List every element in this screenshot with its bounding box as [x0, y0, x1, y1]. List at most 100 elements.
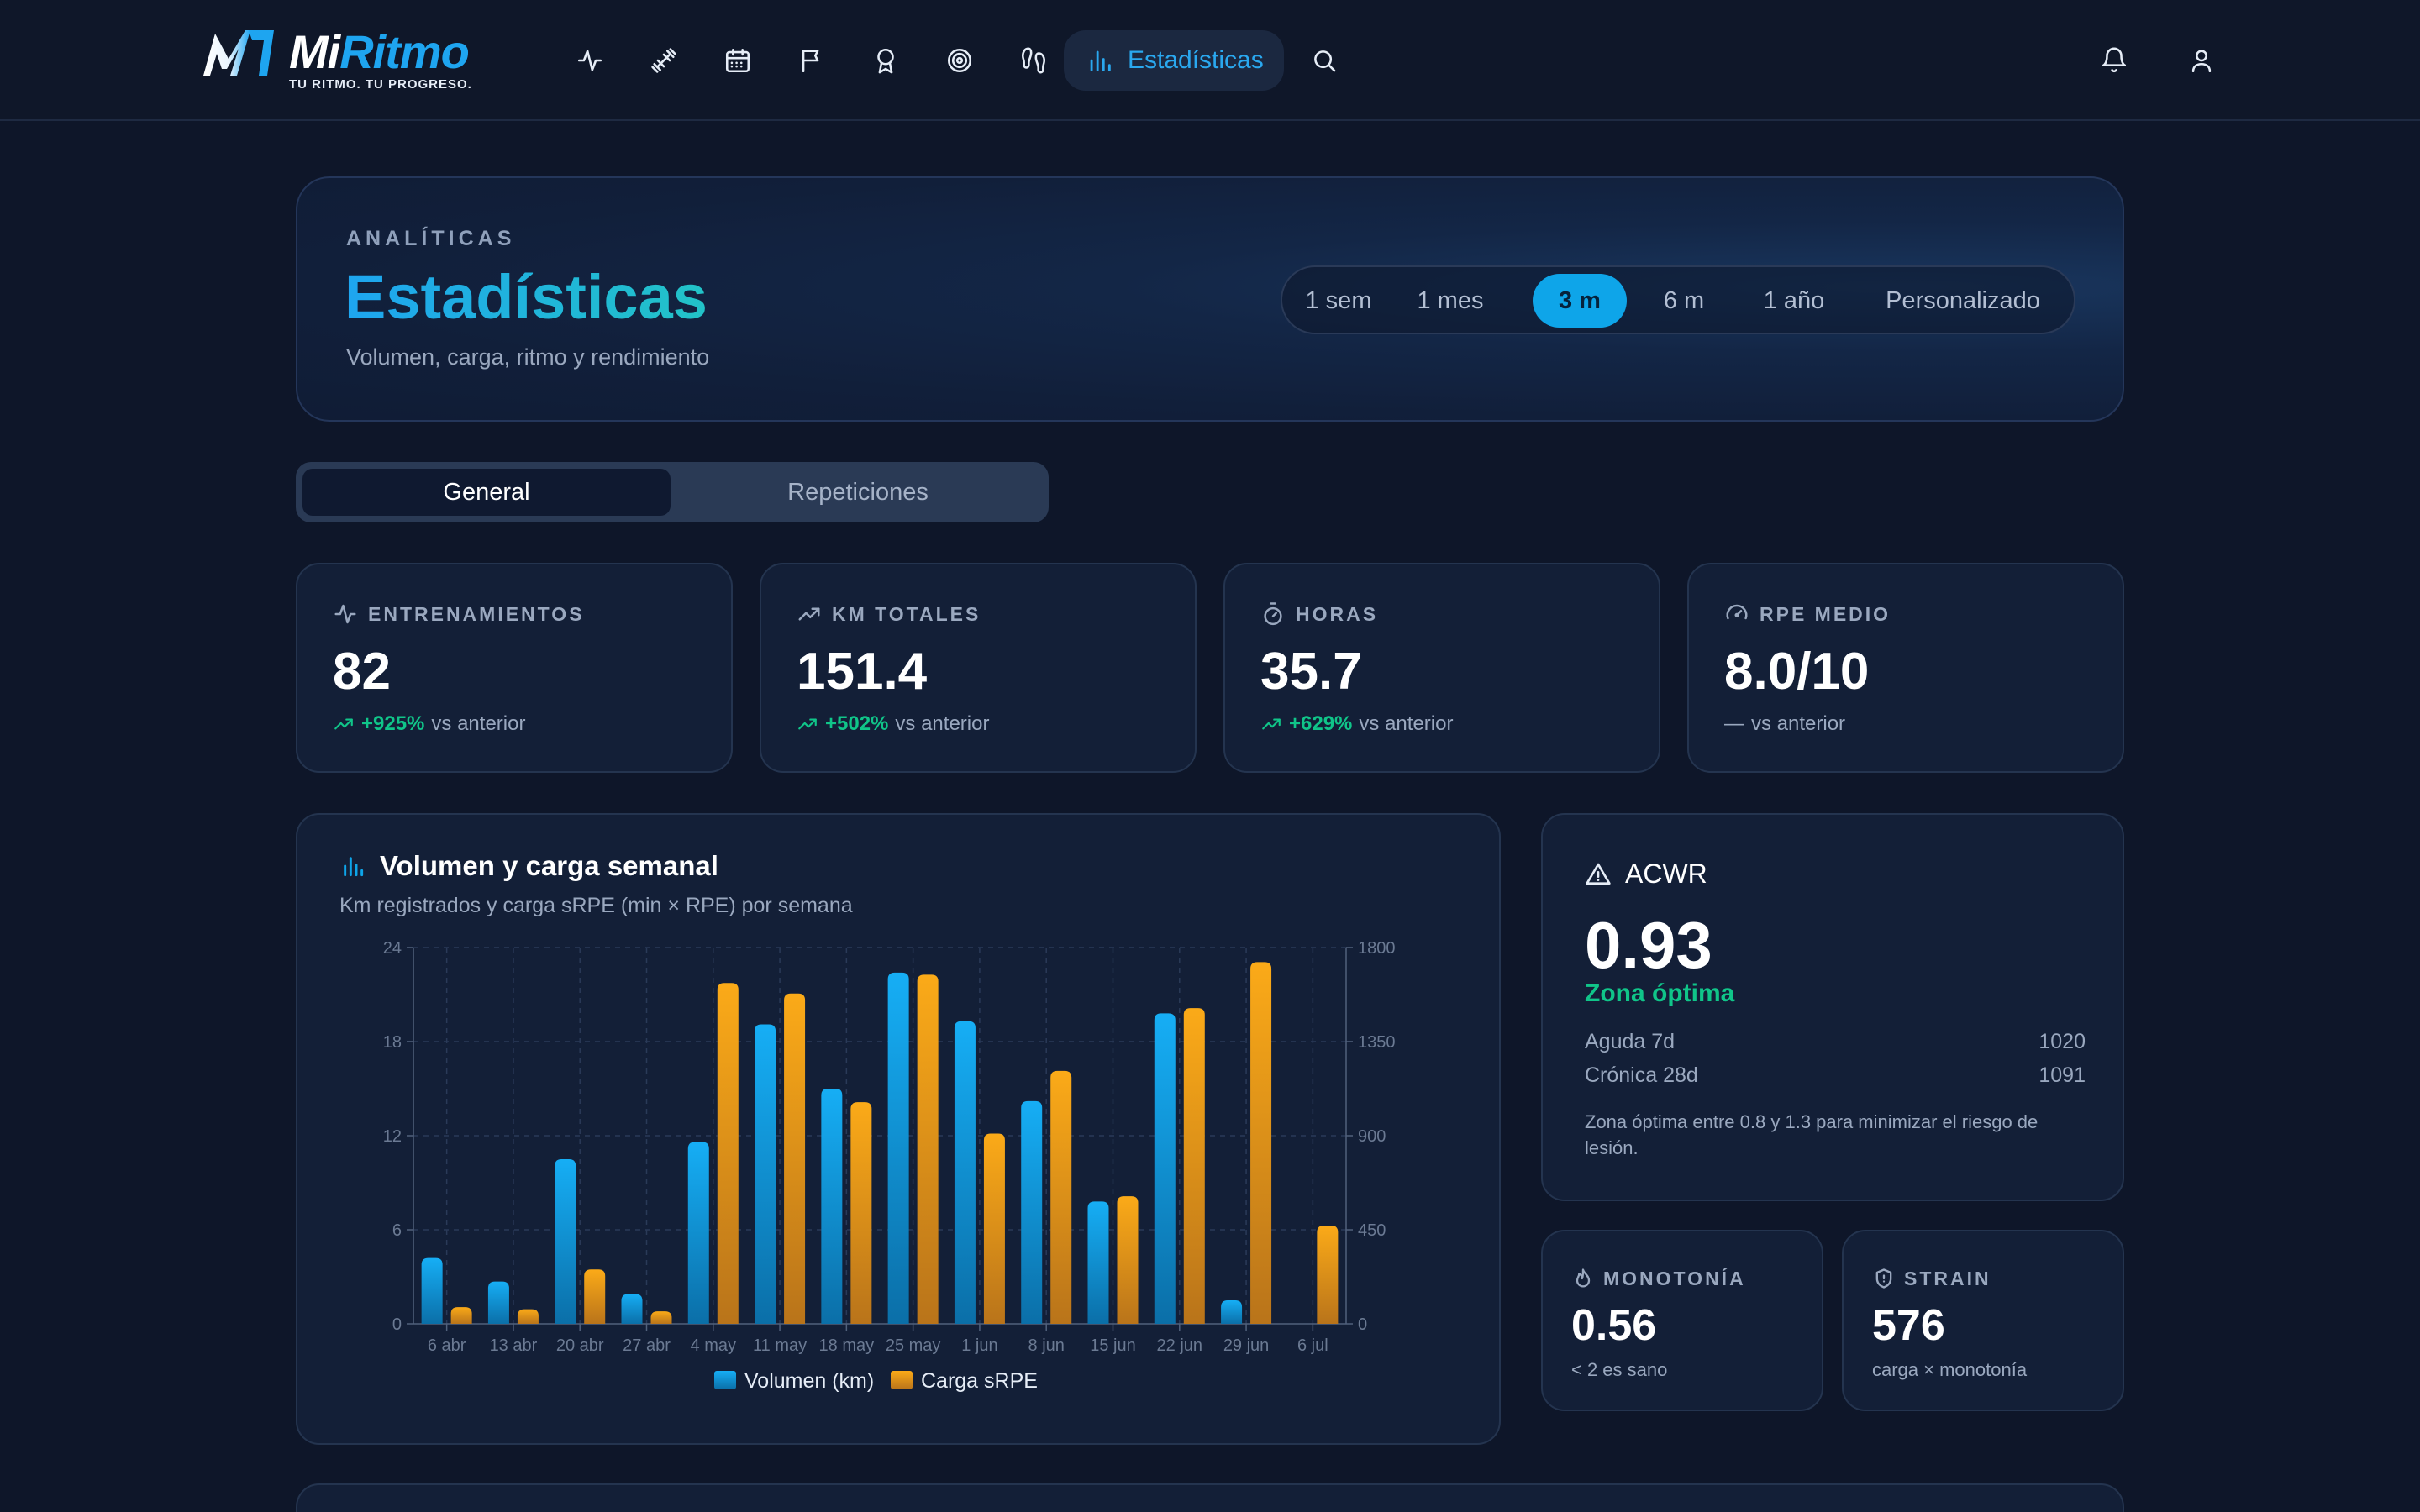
- page-eyebrow: ANALÍTICAS: [346, 227, 516, 250]
- weekly-volume-chart-card: Volumen y carga semanal Km registrados y…: [296, 813, 1501, 1445]
- acwr-zone: Zona óptima: [1585, 979, 1735, 1007]
- x-tick-label: 1 jun: [961, 1336, 997, 1355]
- y-left-tick-label: 6: [392, 1221, 402, 1240]
- bar-volumen: [1087, 1201, 1109, 1324]
- nav-calendar-button[interactable]: [706, 29, 770, 92]
- y-right-tick-label: 1800: [1358, 939, 1396, 958]
- bar-volumen: [821, 1089, 843, 1324]
- profile-button[interactable]: [2170, 29, 2233, 92]
- bar-volumen: [954, 1021, 976, 1324]
- stat-label: RPE MEDIO: [1760, 602, 1891, 625]
- range-1-year-button[interactable]: 1 año: [1763, 286, 1825, 314]
- y-right-tick-label: 0: [1358, 1315, 1367, 1334]
- strain-card: STRAIN 576 carga × monotonía: [1842, 1230, 2124, 1411]
- nav-goals-button[interactable]: [780, 29, 844, 92]
- nav-activity-button[interactable]: [558, 29, 622, 92]
- notifications-button[interactable]: [2082, 29, 2146, 92]
- brand-logo[interactable]: MiRitmo TU RITMO. TU PROGRESO.: [200, 24, 502, 94]
- bar-carga: [850, 1102, 872, 1324]
- nav-workouts-button[interactable]: [632, 29, 696, 92]
- bell-icon: [2102, 47, 2127, 73]
- legend-label-carga: Carga sRPE: [921, 1369, 1038, 1393]
- monotony-value: 0.56: [1571, 1301, 1657, 1350]
- user-icon: [2191, 50, 2212, 73]
- page-header-card: ANALÍTICAS Estadísticas Volumen, carga, …: [296, 176, 2124, 422]
- x-tick-label: 13 abr: [490, 1336, 538, 1355]
- stat-delta: +629% vs anterior: [1260, 712, 1453, 736]
- y-right-tick-label: 900: [1358, 1127, 1386, 1146]
- monotony-label: MONOTONÍA: [1603, 1267, 1746, 1289]
- stat-card-workouts: ENTRENAMIENTOS 82 +925% vs anterior: [296, 563, 733, 773]
- x-tick-label: 11 may: [753, 1336, 807, 1355]
- bar-volumen: [621, 1294, 643, 1324]
- stat-value: 82: [333, 643, 391, 701]
- stat-label: ENTRENAMIENTOS: [368, 602, 585, 625]
- acwr-card: ACWR 0.93 Zona óptima Aguda 7d 1020 Crón…: [1541, 813, 2124, 1201]
- range-3-months-button[interactable]: 3 m: [1533, 274, 1627, 328]
- y-left-tick-label: 18: [383, 1033, 402, 1052]
- stat-value: 35.7: [1260, 643, 1362, 701]
- x-tick-label: 27 abr: [623, 1336, 671, 1355]
- footprints-icon: [1021, 47, 1046, 74]
- x-tick-label: 4 may: [691, 1336, 736, 1355]
- stat-card-km: KM TOTALES 151.4 +502% vs anterior: [760, 563, 1197, 773]
- bar-volumen: [1021, 1100, 1043, 1324]
- bar-carga: [784, 993, 806, 1324]
- bar-carga: [1050, 1070, 1072, 1324]
- strain-hint: carga × monotonía: [1872, 1359, 2028, 1380]
- bar-carga: [1317, 1226, 1339, 1324]
- stat-label: KM TOTALES: [832, 602, 981, 625]
- x-tick-label: 29 jun: [1223, 1336, 1270, 1355]
- nav-search-button[interactable]: [1292, 29, 1356, 92]
- logo-mark-icon: [203, 30, 274, 76]
- tab-repeticiones[interactable]: Repeticiones: [787, 478, 929, 506]
- trending-up-icon: [798, 607, 820, 621]
- legend-swatch-volumen: [714, 1371, 736, 1389]
- stat-label: HORAS: [1296, 602, 1379, 625]
- range-6-months-button[interactable]: 6 m: [1663, 286, 1705, 314]
- strain-value: 576: [1872, 1301, 1945, 1350]
- bar-volumen: [421, 1257, 443, 1324]
- bar-carga: [917, 974, 939, 1324]
- page-subtitle: Volumen, carga, ritmo y rendimiento: [346, 344, 710, 370]
- range-1-week-button[interactable]: 1 sem: [1305, 286, 1372, 314]
- y-right-tick-label: 1350: [1358, 1033, 1396, 1052]
- bar-carga: [1250, 962, 1272, 1324]
- bar-volumen: [555, 1159, 576, 1324]
- monotony-hint: < 2 es sano: [1571, 1359, 1668, 1380]
- stat-value: 151.4: [797, 643, 928, 701]
- x-tick-label: 18 may: [819, 1336, 875, 1355]
- nav-statistics-button[interactable]: Estadísticas: [1064, 30, 1284, 91]
- x-tick-label: 22 jun: [1157, 1336, 1203, 1355]
- range-1-month-button[interactable]: 1 mes: [1417, 286, 1484, 314]
- bar-carga: [584, 1269, 606, 1324]
- timer-icon: [1264, 602, 1282, 626]
- monotony-card: MONOTONÍA 0.56 < 2 es sano: [1541, 1230, 1823, 1411]
- calendar-icon: [725, 48, 750, 73]
- nav-targets-button[interactable]: [928, 29, 992, 92]
- acwr-value: 0.93: [1585, 908, 1712, 982]
- target-icon: [947, 48, 972, 73]
- legend-swatch-carga: [891, 1371, 913, 1389]
- bar-carga: [717, 983, 739, 1324]
- x-tick-label: 15 jun: [1090, 1336, 1136, 1355]
- next-section-card: [296, 1483, 2124, 1512]
- bar-carga: [1183, 1008, 1205, 1324]
- stat-delta: +502% vs anterior: [797, 712, 989, 736]
- bar-chart-icon: [344, 857, 364, 877]
- bar-carga: [517, 1309, 539, 1324]
- tab-general[interactable]: General: [302, 469, 671, 516]
- y-right-tick-label: 450: [1358, 1221, 1386, 1240]
- bar-volumen: [755, 1024, 776, 1324]
- range-custom-button[interactable]: Personalizado: [1886, 286, 2040, 314]
- chart-title: Volumen y carga semanal: [380, 850, 718, 881]
- bar-carga: [450, 1307, 472, 1324]
- nav-runs-button[interactable]: [1002, 29, 1065, 92]
- top-navigation: MiRitmo TU RITMO. TU PROGRESO. Estadísti…: [0, 0, 2420, 121]
- award-icon: [877, 48, 894, 74]
- nav-achievements-button[interactable]: [854, 29, 918, 92]
- trending-up-icon: [798, 718, 817, 730]
- stat-card-rpe: RPE MEDIO 8.0/10 — vs anterior: [1687, 563, 2124, 773]
- x-tick-label: 20 abr: [556, 1336, 604, 1355]
- dumbbell-icon: [651, 48, 676, 73]
